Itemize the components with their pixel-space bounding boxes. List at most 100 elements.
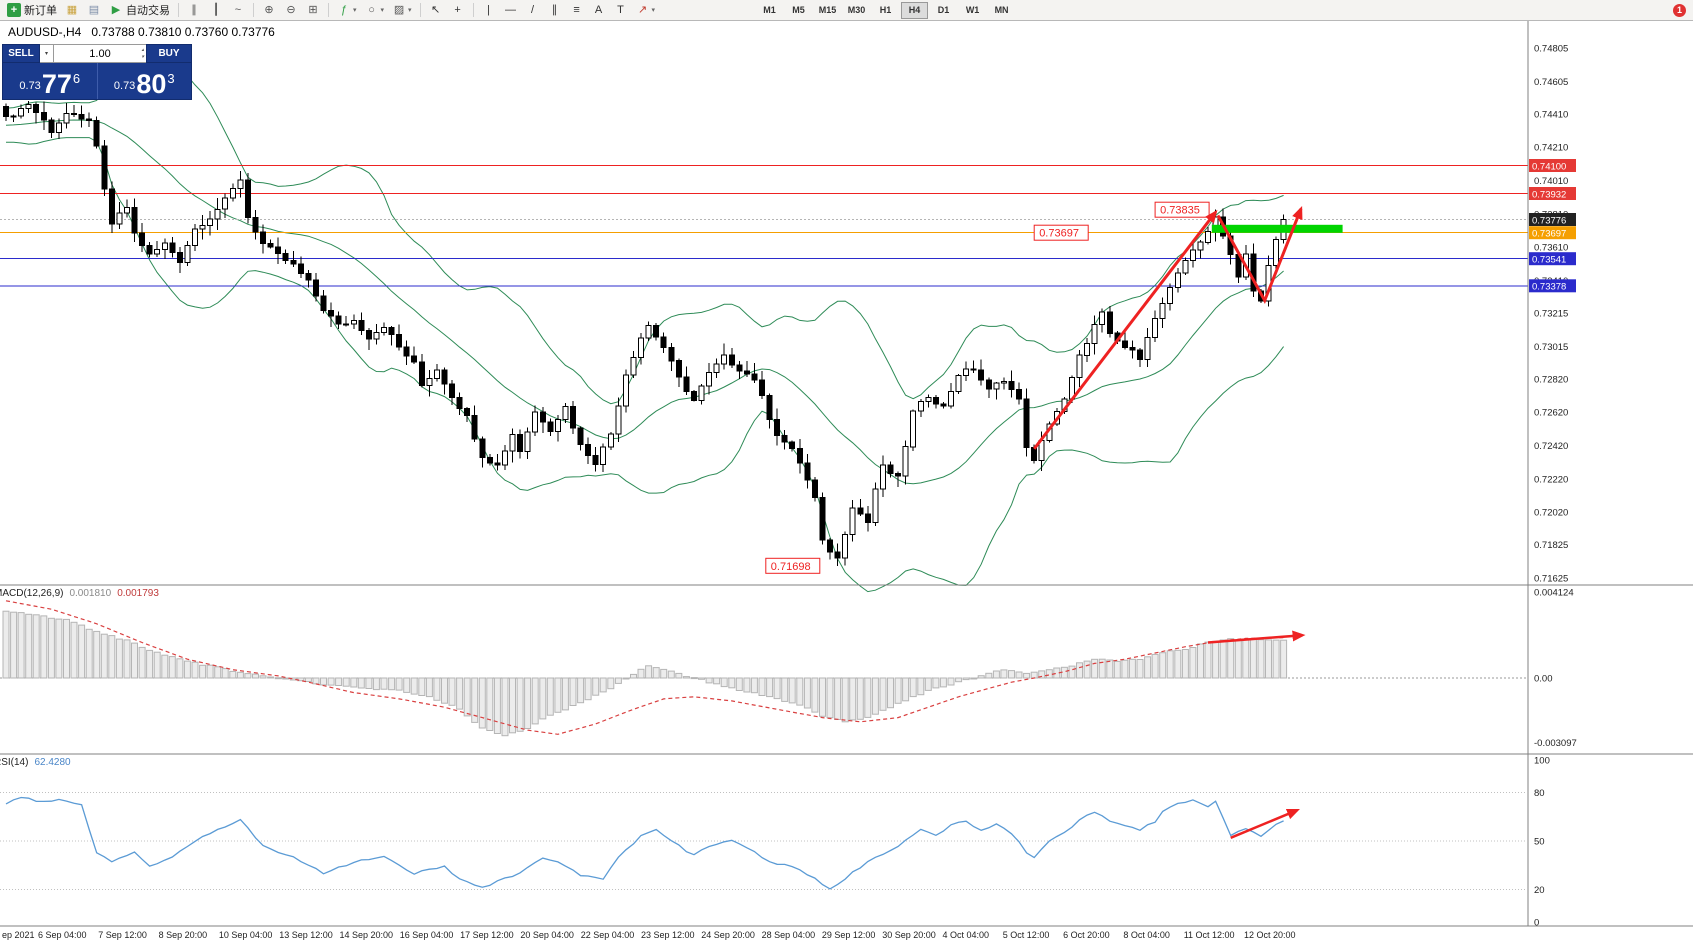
- price-axis: 0.748050.746050.744100.742100.740100.738…: [1534, 44, 1568, 585]
- volume-stepper[interactable]: ▴ ▾: [141, 47, 144, 60]
- crosshair-icon: +: [454, 4, 461, 16]
- svg-text:0.73776: 0.73776: [1532, 215, 1566, 226]
- time-axis[interactable]: ep 2021 6 Sep 04:00 7 Sep 12:00 8 Sep 20:00…: [2, 930, 1296, 940]
- buy-price-pip: 3: [167, 71, 175, 86]
- timeframe-d1[interactable]: D1: [937, 4, 950, 15]
- svg-text:0.72620: 0.72620: [1534, 408, 1568, 419]
- indicators-icon[interactable]: ƒ ▾: [334, 2, 360, 18]
- macd-name: MACD(12,26,9): [0, 588, 64, 599]
- arrows-tool-icon[interactable]: ↗ ▾: [633, 2, 659, 18]
- horizontal-line-icon[interactable]: —: [501, 2, 521, 18]
- price-axis-boxes: 0.74100 0.73932 0.73776 0.73697 0.73541 0.733…: [1529, 159, 1576, 293]
- auto-trading-button[interactable]: ▶ 自动交易: [106, 2, 173, 18]
- svg-text:80: 80: [1534, 788, 1545, 799]
- one-click-trading-panel: SELL ▾ 1.00 ▴ ▾ BUY 0.73 77 6 0.73 80 3: [2, 44, 192, 100]
- svg-text:-0.003097: -0.003097: [1534, 738, 1577, 749]
- svg-text:28 Sep 04:00: 28 Sep 04:00: [762, 930, 816, 940]
- svg-text:30 Sep 20:00: 30 Sep 20:00: [882, 930, 936, 940]
- vertical-line-icon[interactable]: |: [479, 2, 499, 18]
- chart-window-icon[interactable]: ▦: [62, 2, 82, 18]
- trendline-icon[interactable]: /: [523, 2, 543, 18]
- svg-text:12 Oct 20:00: 12 Oct 20:00: [1244, 930, 1296, 940]
- sell-price-big: 77: [41, 69, 72, 100]
- svg-text:7 Sep 12:00: 7 Sep 12:00: [98, 930, 147, 940]
- channel-icon[interactable]: ∥: [545, 2, 565, 18]
- sell-button[interactable]: SELL: [2, 44, 40, 63]
- line-chart-icon[interactable]: ~: [228, 2, 248, 18]
- timeframe-m5[interactable]: M5: [792, 4, 805, 15]
- buy-price-display[interactable]: 0.73 80 3: [98, 63, 192, 99]
- trade-panel-controls: SELL ▾ 1.00 ▴ ▾ BUY: [2, 44, 192, 63]
- svg-text:0.72220: 0.72220: [1534, 474, 1568, 485]
- sell-price-pip: 6: [72, 71, 81, 86]
- macd-value-signal: 0.001793: [117, 588, 159, 599]
- toolbar-separator: [178, 3, 179, 17]
- line-chart-icon: ~: [234, 4, 242, 16]
- sell-price-display[interactable]: 0.73 77 6: [3, 63, 98, 99]
- bar-chart-icon[interactable]: ∥: [184, 2, 204, 18]
- fibonacci-icon[interactable]: ≡: [567, 2, 587, 18]
- new-order-button-label: 新订单: [24, 5, 57, 17]
- volume-dropdown[interactable]: ▾: [40, 44, 54, 63]
- chevron-down-icon: ▾: [651, 7, 656, 14]
- svg-text:4 Oct 04:00: 4 Oct 04:00: [943, 930, 990, 940]
- svg-text:0.74410: 0.74410: [1534, 109, 1568, 120]
- arrows-tool-icon: ↗: [637, 4, 648, 16]
- tile-windows-icon[interactable]: ⊞: [303, 2, 323, 18]
- text-icon[interactable]: A: [589, 2, 609, 18]
- zoom-in-icon[interactable]: ⊕: [259, 2, 279, 18]
- buy-price-small: 0.73: [113, 80, 136, 92]
- svg-text:22 Sep 04:00: 22 Sep 04:00: [581, 930, 635, 940]
- chart-window-icon: ▦: [66, 4, 78, 16]
- timeframe-m30[interactable]: M30: [847, 4, 866, 15]
- sell-price-small: 0.73: [19, 80, 41, 92]
- timeframe-m1[interactable]: M1: [763, 4, 776, 15]
- zoom-out-icon: ⊖: [286, 4, 296, 16]
- svg-text:0.73015: 0.73015: [1534, 342, 1568, 353]
- zoom-in-icon: ⊕: [264, 4, 274, 16]
- text-icon: A: [594, 4, 603, 16]
- volume-input[interactable]: 1.00 ▴ ▾: [54, 44, 146, 63]
- svg-text:6 Oct 20:00: 6 Oct 20:00: [1063, 930, 1110, 940]
- svg-text:0.72820: 0.72820: [1534, 374, 1568, 385]
- new-order-icon: +: [7, 3, 21, 17]
- chart-annotations[interactable]: 0.73835 0.73697 0.71698: [765, 201, 1343, 574]
- toolbar-separator: [472, 3, 474, 17]
- cursor-icon[interactable]: ↖: [426, 2, 446, 18]
- cursor-icon: ↖: [430, 4, 441, 16]
- svg-text:0.74605: 0.74605: [1534, 77, 1568, 88]
- panel-separators: [0, 20, 1693, 927]
- timeframe-w1[interactable]: W1: [965, 4, 980, 15]
- periods-icon[interactable]: ○ ▾: [362, 2, 388, 18]
- svg-text:8 Oct 04:00: 8 Oct 04:00: [1123, 930, 1170, 940]
- candlestick-chart-icon: ┃: [212, 4, 220, 16]
- svg-text:29 Sep 12:00: 29 Sep 12:00: [822, 930, 876, 940]
- svg-text:6 Sep 04:00: 6 Sep 04:00: [38, 930, 87, 940]
- new-order-button[interactable]: + 新订单: [4, 2, 60, 18]
- svg-text:17 Sep 12:00: 17 Sep 12:00: [460, 930, 514, 940]
- svg-text:0.74210: 0.74210: [1534, 143, 1568, 154]
- tile-windows-icon: ⊞: [308, 4, 318, 16]
- timeframe-h1[interactable]: H1: [879, 4, 892, 15]
- timeframe-h4[interactable]: H4: [901, 1, 929, 19]
- svg-text:20 Sep 04:00: 20 Sep 04:00: [520, 930, 574, 940]
- notification-badge[interactable]: 1: [1673, 3, 1686, 17]
- timeframe-m15[interactable]: M15: [818, 4, 837, 15]
- candlestick-series: [3, 101, 1287, 566]
- candlestick-chart-icon[interactable]: ┃: [206, 2, 226, 18]
- buy-button[interactable]: BUY: [146, 44, 192, 63]
- templates-icon[interactable]: ▨ ▾: [389, 2, 415, 18]
- timeframe-mn[interactable]: MN: [994, 4, 1009, 15]
- macd-panel: 0.004124 0.00 -0.003097: [0, 588, 1577, 749]
- crosshair-icon[interactable]: +: [448, 2, 468, 18]
- fibonacci-icon: ≡: [573, 4, 580, 16]
- text-label-icon[interactable]: T: [611, 2, 631, 18]
- zoom-out-icon[interactable]: ⊖: [281, 2, 301, 18]
- svg-text:13 Sep 12:00: 13 Sep 12:00: [279, 930, 333, 940]
- macd-indicator-label: MACD(12,26,9) 0.001810 0.001793: [0, 588, 159, 599]
- vertical-line-icon: |: [487, 4, 490, 16]
- svg-text:0.73378: 0.73378: [1532, 282, 1566, 293]
- profiles-icon[interactable]: ▤: [84, 2, 104, 18]
- trade-panel-prices: 0.73 77 6 0.73 80 3: [2, 63, 192, 100]
